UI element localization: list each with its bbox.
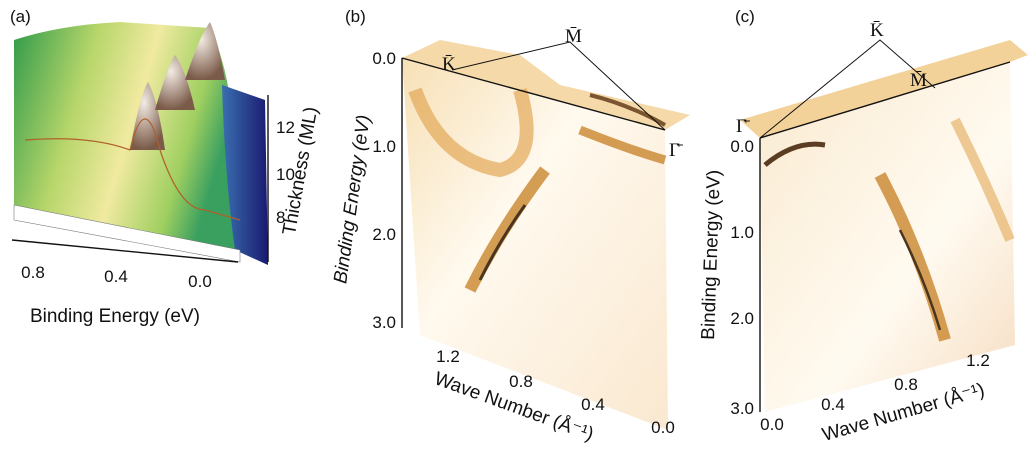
y-tick-label: 12 xyxy=(276,118,295,137)
band xyxy=(578,125,667,165)
panel-b: (b) K̄ M̄ Γ̄ 0.0 1.0 2.0 3.0 Binding Ene… xyxy=(330,7,690,445)
panel-c: (c) K̄ M̄ Γ̄ 0.0 1.0 2.0 3.0 Binding Ene… xyxy=(698,7,1028,446)
y-tick-label: 0.0 xyxy=(730,137,754,156)
x-tick-label: 0.4 xyxy=(104,267,128,286)
x-tick-label: 1.2 xyxy=(966,351,990,370)
peak xyxy=(185,22,225,80)
point-label: M̄ xyxy=(565,26,582,47)
point-label: K̄ xyxy=(870,20,884,41)
y-tick-label: 3.0 xyxy=(372,313,396,332)
panel-label: (c) xyxy=(735,7,755,26)
y-tick-label: 3.0 xyxy=(730,399,754,418)
x-axis-title: Binding Energy (eV) xyxy=(30,306,200,327)
band xyxy=(950,117,1015,242)
band xyxy=(478,204,527,281)
y-tick-label: 1.0 xyxy=(730,223,754,242)
x-tick-label: 0.8 xyxy=(21,263,45,282)
intensity-map xyxy=(402,58,668,430)
x-tick-label: 0.4 xyxy=(821,395,845,414)
bz-path xyxy=(759,39,936,139)
y-tick-label: 2.0 xyxy=(372,225,396,244)
point-label: K̄ xyxy=(442,54,456,75)
band xyxy=(874,172,951,342)
band xyxy=(763,141,826,167)
panel-label: (a) xyxy=(10,7,31,26)
band xyxy=(464,166,550,293)
band xyxy=(898,229,942,331)
curve xyxy=(24,118,241,221)
peak xyxy=(130,82,165,150)
intensity-map xyxy=(760,62,1015,412)
x-tick-label: 0.8 xyxy=(894,375,918,394)
y-axis-title: Binding Energy (eV) xyxy=(330,114,374,285)
x-tick-label: 0.0 xyxy=(188,272,212,291)
y-tick-label: 2.0 xyxy=(730,309,754,328)
top-axis xyxy=(759,61,1011,139)
y-tick-label: 0.0 xyxy=(372,49,396,68)
x-tick-label: 0.0 xyxy=(651,418,675,437)
x-tick-label: 0.8 xyxy=(509,372,533,391)
point-label: Γ̄ xyxy=(736,116,750,137)
x-tick-label: 0.4 xyxy=(581,395,605,414)
y-tick-label: 10 xyxy=(276,165,295,184)
map-top xyxy=(740,40,1028,138)
top-axis xyxy=(401,57,666,131)
x-tick-label: 1.2 xyxy=(436,347,460,366)
y-tick-label: 1.0 xyxy=(372,137,396,156)
peak xyxy=(155,55,195,110)
y-axis-title: Binding Energy (eV) xyxy=(698,169,725,340)
x-tick-label: 0.0 xyxy=(760,415,784,434)
map-top xyxy=(402,40,690,130)
surface-edge xyxy=(222,85,268,265)
x-axis xyxy=(11,239,239,263)
band xyxy=(408,87,534,178)
surface-base xyxy=(13,204,241,263)
panel-a: (a) 0.8 0.4 0.0 Binding Energy (eV) 12 1… xyxy=(10,7,322,327)
bz-path xyxy=(451,41,666,131)
band xyxy=(589,93,666,127)
y-tick-label: 8 xyxy=(276,208,285,227)
panel-label: (b) xyxy=(345,7,366,26)
point-label: Γ̄ xyxy=(669,140,683,161)
point-label: M̄ xyxy=(910,70,927,91)
